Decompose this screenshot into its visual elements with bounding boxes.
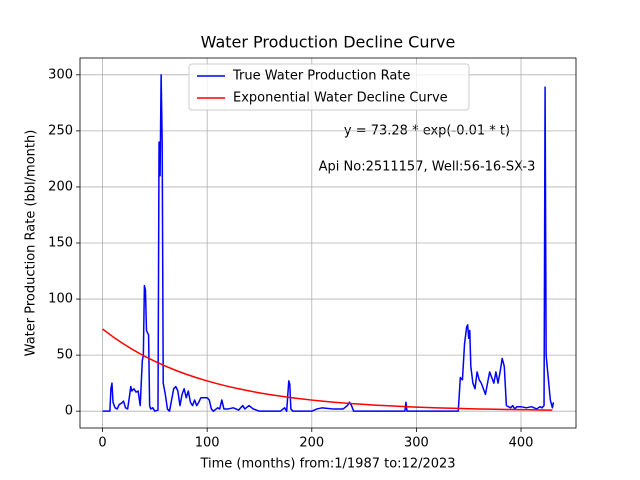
y-tick-label: 200 xyxy=(48,179,73,194)
y-tick-label: 300 xyxy=(48,67,73,82)
x-tick-label: 0 xyxy=(98,436,106,451)
data-line xyxy=(102,74,555,412)
x-axis-label: Time (months) from:1/1987 to:12/2023 xyxy=(199,457,455,472)
x-tick-label: 200 xyxy=(299,436,324,451)
y-tick-label: 100 xyxy=(48,292,73,307)
legend-label: Exponential Water Decline Curve xyxy=(233,91,448,106)
legend-box xyxy=(188,63,470,111)
legend-label: True Water Production Rate xyxy=(232,69,410,84)
annotation: Api No:2511157, Well:56-16-SX-3 xyxy=(319,160,536,175)
legend: True Water Production Rate Exponential Wa… xyxy=(188,63,470,111)
y-tick-label: 50 xyxy=(56,348,73,363)
x-tick-label: 300 xyxy=(404,436,429,451)
chart-title: Water Production Decline Curve xyxy=(201,33,456,52)
plot-frame xyxy=(79,57,577,429)
y-tick-label: 150 xyxy=(48,236,73,251)
y-axis-label: Water Production Rate (bbl/month) xyxy=(24,130,39,357)
data-line xyxy=(102,328,553,411)
x-tick-label: 100 xyxy=(195,436,220,451)
y-tick-label: 250 xyxy=(48,123,73,138)
x-tick-label: 400 xyxy=(509,436,534,451)
y-tick-label: 0 xyxy=(65,404,73,419)
